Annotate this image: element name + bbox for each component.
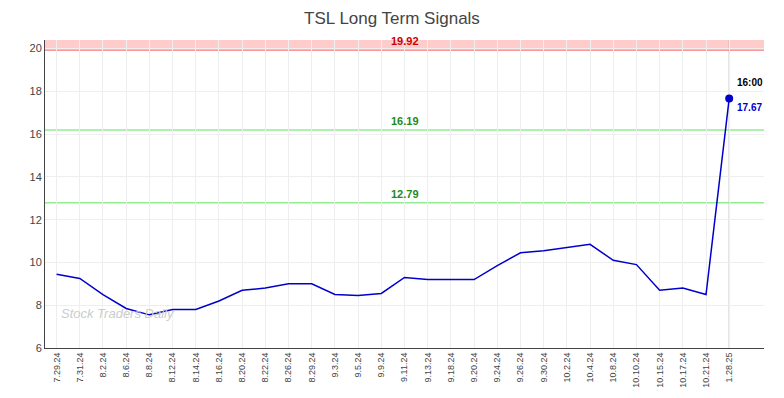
svg-text:7.31.24: 7.31.24 [75, 353, 85, 383]
svg-text:8.14.24: 8.14.24 [191, 353, 201, 383]
svg-text:9.13.24: 9.13.24 [423, 353, 433, 383]
svg-text:10.8.24: 10.8.24 [608, 353, 618, 383]
svg-text:9.24.24: 9.24.24 [492, 353, 502, 383]
svg-text:10.10.24: 10.10.24 [631, 353, 641, 388]
svg-text:10.2.24: 10.2.24 [562, 353, 572, 383]
svg-text:8.29.24: 8.29.24 [307, 353, 317, 383]
svg-text:19.92: 19.92 [391, 35, 419, 47]
svg-text:9.26.24: 9.26.24 [515, 353, 525, 383]
svg-text:9.20.24: 9.20.24 [469, 353, 479, 383]
svg-text:9.30.24: 9.30.24 [539, 353, 549, 383]
svg-text:9.5.24: 9.5.24 [353, 353, 363, 378]
svg-text:16.19: 16.19 [391, 115, 419, 127]
svg-text:10: 10 [30, 256, 42, 268]
svg-text:8.8.24: 8.8.24 [144, 353, 154, 378]
svg-text:10.21.24: 10.21.24 [701, 353, 711, 388]
svg-text:9.9.24: 9.9.24 [376, 353, 386, 378]
svg-text:9.18.24: 9.18.24 [446, 353, 456, 383]
svg-text:TSL Long Term Signals: TSL Long Term Signals [304, 9, 480, 28]
svg-text:8.22.24: 8.22.24 [260, 353, 270, 383]
svg-text:16: 16 [30, 128, 42, 140]
svg-text:7.29.24: 7.29.24 [52, 353, 62, 383]
svg-text:6: 6 [36, 342, 42, 354]
svg-text:16:00: 16:00 [737, 77, 763, 88]
svg-text:8.12.24: 8.12.24 [167, 353, 177, 383]
svg-text:9.3.24: 9.3.24 [330, 353, 340, 378]
svg-text:14: 14 [30, 171, 42, 183]
svg-text:8: 8 [36, 299, 42, 311]
svg-text:8.6.24: 8.6.24 [121, 353, 131, 378]
svg-text:20: 20 [30, 42, 42, 54]
svg-text:17.67: 17.67 [737, 102, 762, 113]
svg-text:8.2.24: 8.2.24 [98, 353, 108, 378]
svg-text:Stock Traders Daily: Stock Traders Daily [61, 306, 175, 321]
svg-text:10.17.24: 10.17.24 [678, 353, 688, 388]
svg-text:9.11.24: 9.11.24 [399, 353, 409, 382]
svg-text:8.20.24: 8.20.24 [237, 353, 247, 383]
svg-text:1.28.25: 1.28.25 [724, 353, 734, 383]
svg-text:12: 12 [30, 214, 42, 226]
svg-text:8.26.24: 8.26.24 [283, 353, 293, 383]
svg-text:12.79: 12.79 [391, 188, 419, 200]
svg-text:18: 18 [30, 85, 42, 97]
svg-text:10.15.24: 10.15.24 [655, 353, 665, 388]
svg-text:10.4.24: 10.4.24 [585, 353, 595, 383]
svg-text:8.16.24: 8.16.24 [214, 353, 224, 383]
